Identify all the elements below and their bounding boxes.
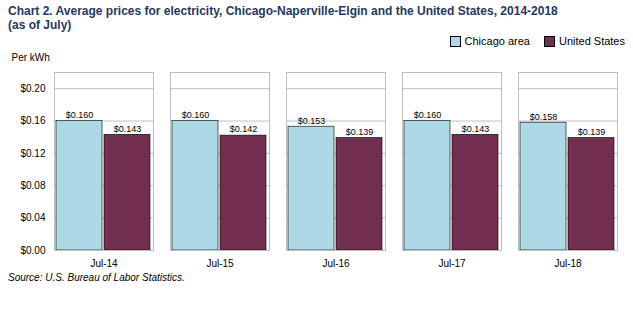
html-text:Source: U.S. Bureau of Labor S: Source: U.S. Bureau of Labor Statistics.	[8, 272, 185, 283]
svg-text:Jul-14: Jul-14	[90, 258, 118, 269]
svg-text:$0.16: $0.16	[20, 115, 45, 126]
html-text:United States: United States	[559, 35, 625, 47]
svg-text:$0.160: $0.160	[66, 110, 94, 120]
svg-text:Jul-17: Jul-17	[438, 258, 466, 269]
svg-text:$0.160: $0.160	[182, 110, 210, 120]
svg-text:$0.139: $0.139	[578, 127, 606, 137]
svg-text:$0.160: $0.160	[414, 110, 442, 120]
svg-text:$0.153: $0.153	[298, 116, 326, 126]
svg-text:Jul-16: Jul-16	[322, 258, 350, 269]
svg-text:$0.12: $0.12	[20, 148, 45, 159]
html-text:Chart 2. Average prices for el: Chart 2. Average prices for electricity,…	[8, 4, 558, 18]
svg-text:$0.139: $0.139	[346, 127, 374, 137]
svg-text:$0.08: $0.08	[20, 180, 45, 191]
svg-text:$0.142: $0.142	[230, 124, 258, 134]
svg-text:$0.143: $0.143	[462, 124, 490, 134]
svg-text:Jul-15: Jul-15	[206, 258, 234, 269]
svg-text:$0.20: $0.20	[20, 83, 45, 94]
html-text:(as of July): (as of July)	[8, 18, 72, 32]
svg-text:$0.143: $0.143	[114, 124, 142, 134]
html-text:Chicago area: Chicago area	[464, 35, 530, 47]
svg-text:$0.00: $0.00	[20, 245, 45, 256]
svg-text:Per kWh: Per kWh	[12, 52, 50, 63]
svg-text:$0.158: $0.158	[530, 112, 558, 122]
svg-text:$0.04: $0.04	[20, 212, 45, 223]
svg-text:Jul-18: Jul-18	[554, 258, 582, 269]
